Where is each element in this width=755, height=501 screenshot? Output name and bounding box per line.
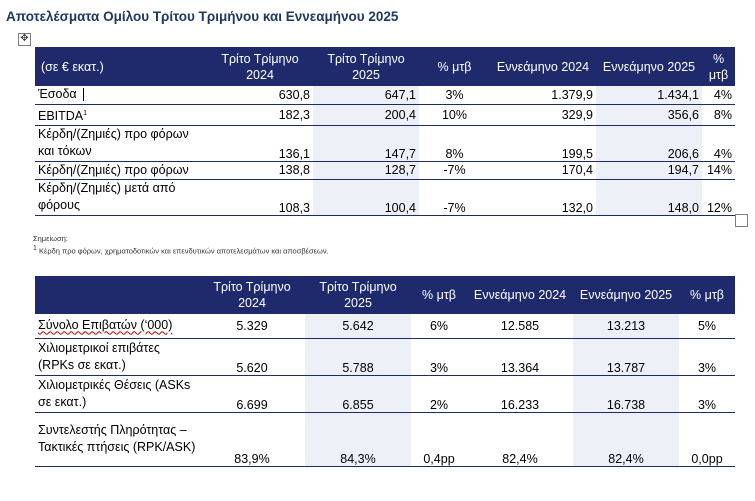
cell: 138,8	[207, 161, 313, 180]
cell: 108,3	[207, 179, 313, 216]
header-yoy-9m: % μτβ	[702, 47, 735, 86]
table-row: Κέρδη/(Ζημιές) προ φόρων και τόκων 136,1…	[35, 125, 735, 162]
header-q3-2025: Τρίτο Τρίμηνο 2025	[305, 276, 411, 314]
row-label: Κέρδη/(Ζημιές) προ φόρων	[35, 161, 207, 180]
cell: 8%	[419, 125, 490, 162]
cell: 12%	[702, 179, 735, 216]
cell: 84,3%	[305, 412, 411, 467]
cell: 182,3	[207, 104, 313, 126]
table-move-handle-icon[interactable]: ✥	[18, 33, 31, 46]
cell: 12.585	[467, 314, 573, 339]
cell: 13.213	[573, 314, 679, 339]
header-unit: (σε € εκατ.)	[35, 47, 207, 86]
header-9m-2025: Εννεάμηνο 2025	[596, 47, 702, 86]
cell: 100,4	[313, 179, 419, 216]
row-label: Κέρδη/(Ζημιές) μετά από φόρους	[35, 179, 207, 216]
cell: 82,4%	[573, 412, 679, 467]
header-yoy-q: % μτβ	[411, 276, 467, 314]
header-yoy-9m: % μτβ	[679, 276, 735, 314]
cell: 206,6	[596, 125, 702, 162]
header-q3-2024: Τρίτο Τρίμηνο 2024	[199, 276, 305, 314]
header-empty	[35, 276, 199, 314]
cell: 128,7	[313, 161, 419, 180]
row-label: Χιλιομετρικοί επιβάτες (RPKs σε εκατ.)	[35, 338, 199, 376]
header-yoy-q: % μτβ	[419, 47, 490, 86]
cell: 148,0	[596, 179, 702, 216]
cell: 6.699	[199, 375, 305, 413]
cell: 3%	[679, 338, 735, 376]
cell: 136,1	[207, 125, 313, 162]
row-label: Σύνολο Επιβατών (‘000)	[35, 314, 199, 339]
cell: 0,0pp	[679, 412, 735, 467]
header-9m-2024: Εννεάμηνο 2024	[490, 47, 596, 86]
document-title: Αποτελέσματα Ομίλου Τρίτου Τριμήνου και …	[6, 9, 399, 24]
cell: 5%	[679, 314, 735, 339]
cell: 13.364	[467, 338, 573, 376]
cell: -7%	[419, 161, 490, 180]
cell: 16.233	[467, 375, 573, 413]
cell: 83,9%	[199, 412, 305, 467]
cell: 14%	[702, 161, 735, 180]
row-label: Χιλιομετρικές Θέσεις (ASKs σε εκατ.)	[35, 375, 199, 413]
cell: 4%	[702, 86, 735, 105]
header-9m-2025: Εννεάμηνο 2025	[573, 276, 679, 314]
cell: 630,8	[207, 86, 313, 105]
traffic-table-header: Τρίτο Τρίμηνο 2024 Τρίτο Τρίμηνο 2025 % …	[35, 276, 735, 314]
cell: -7%	[419, 179, 490, 216]
cell: 5.642	[305, 314, 411, 339]
cell: 3%	[419, 86, 490, 105]
table-row: Σύνολο Επιβατών (‘000) 5.329 5.642 6% 12…	[35, 314, 735, 339]
cell: 647,1	[313, 86, 419, 105]
cell: 8%	[702, 104, 735, 126]
row-label[interactable]: Έσοδα	[35, 86, 207, 105]
cell: 199,5	[490, 125, 596, 162]
cell: 6.855	[305, 375, 411, 413]
cell: 82,4%	[467, 412, 573, 467]
cell: 147,7	[313, 125, 419, 162]
cell: 2%	[411, 375, 467, 413]
table-row: EBITDA1 182,3 200,4 10% 329,9 356,6 8%	[35, 104, 735, 126]
cell: 5.620	[199, 338, 305, 376]
cell: 5.329	[199, 314, 305, 339]
cell: 329,9	[490, 104, 596, 126]
note-heading: Σημείωση:	[33, 234, 68, 243]
table-row: Χιλιομετρικές Θέσεις (ASKs σε εκατ.) 6.6…	[35, 375, 735, 413]
cell: 4%	[702, 125, 735, 162]
row-label: EBITDA1	[35, 104, 207, 126]
header-q3-2024: Τρίτο Τρίμηνο 2024	[207, 47, 313, 86]
table-row: Χιλιομετρικοί επιβάτες (RPKs σε εκατ.) 5…	[35, 338, 735, 376]
cell: 13.787	[573, 338, 679, 376]
cell: 16.738	[573, 375, 679, 413]
footnote-text: Κέρδη προ φόρων, χρηματοδοτικών και επεν…	[39, 246, 329, 256]
row-label: Κέρδη/(Ζημιές) προ φόρων και τόκων	[35, 125, 207, 162]
cell: 170,4	[490, 161, 596, 180]
cell: 194,7	[596, 161, 702, 180]
cell: 3%	[679, 375, 735, 413]
cell: 6%	[411, 314, 467, 339]
table-row: Συντελεστής Πληρότητας – Τακτικές πτήσει…	[35, 412, 735, 467]
footnote: 1 Κέρδη προ φόρων, χρηματοδοτικών και επ…	[33, 245, 329, 256]
footnote-marker: 1	[83, 109, 88, 117]
results-table-header: (σε € εκατ.) Τρίτο Τρίμηνο 2024 Τρίτο Τρ…	[35, 47, 735, 86]
row-label: Συντελεστής Πληρότητας – Τακτικές πτήσει…	[35, 412, 199, 467]
footnote-marker: 1	[33, 245, 37, 252]
header-9m-2024: Εννεάμηνο 2024	[467, 276, 573, 314]
header-q3-2025: Τρίτο Τρίμηνο 2025	[313, 47, 419, 86]
text-cursor	[82, 88, 84, 102]
table-row: Έσοδα 630,8 647,1 3% 1.379,9 1.434,1 4%	[35, 86, 735, 105]
table-resize-handle-icon[interactable]	[735, 214, 748, 227]
table-row: Κέρδη/(Ζημιές) προ φόρων 138,8 128,7 -7%…	[35, 161, 735, 180]
results-table: (σε € εκατ.) Τρίτο Τρίμηνο 2024 Τρίτο Τρ…	[35, 47, 735, 216]
cell: 10%	[419, 104, 490, 126]
cell: 5.788	[305, 338, 411, 376]
traffic-table: Τρίτο Τρίμηνο 2024 Τρίτο Τρίμηνο 2025 % …	[35, 276, 735, 467]
cell: 1.379,9	[490, 86, 596, 105]
cell: 3%	[411, 338, 467, 376]
cell: 132,0	[490, 179, 596, 216]
cell: 356,6	[596, 104, 702, 126]
cell: 0,4pp	[411, 412, 467, 467]
cell: 200,4	[313, 104, 419, 126]
table-row: Κέρδη/(Ζημιές) μετά από φόρους 108,3 100…	[35, 179, 735, 216]
cell: 1.434,1	[596, 86, 702, 105]
